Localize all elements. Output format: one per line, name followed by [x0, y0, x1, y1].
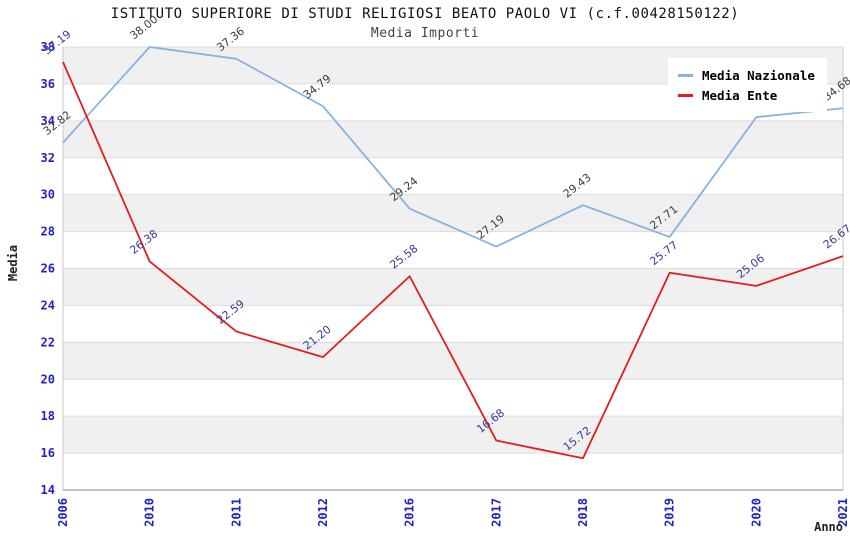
y-axis-title: Media: [6, 244, 20, 282]
y-tick-label: 16: [41, 446, 55, 460]
x-tick-label: 2017: [489, 498, 503, 527]
legend-label-media-nazionale: Media Nazionale: [702, 67, 815, 83]
grid-band: [63, 342, 843, 380]
grid-band: [63, 379, 843, 417]
legend-item-media-ente: Media Ente: [678, 85, 815, 105]
grid-band: [63, 120, 843, 158]
y-tick-label: 32: [41, 151, 55, 165]
media-ente-line-swatch: [678, 93, 693, 97]
legend-item-media-nazionale: Media Nazionale: [678, 65, 815, 85]
x-tick-label: 2016: [403, 498, 417, 527]
y-tick-label: 18: [41, 409, 55, 423]
y-tick-label: 14: [41, 483, 55, 497]
series-line-media-nazionale: [62, 46, 844, 248]
grid-band: [63, 305, 843, 343]
x-tick-label: 2020: [749, 498, 763, 527]
x-tick-label: 2012: [316, 498, 330, 527]
chart-subtitle: Media Importi: [370, 26, 480, 41]
x-tick-label: 2006: [56, 498, 70, 527]
y-tick-label: 22: [41, 335, 55, 349]
x-tick-label: 2021: [836, 498, 850, 527]
x-tick-label: 2011: [229, 498, 243, 527]
chart-title: ISTITUTO SUPERIORE DI STUDI RELIGIOSI BE…: [110, 6, 740, 22]
legend: Media Nazionale Media Ente: [668, 58, 827, 112]
y-tick-label: 24: [41, 298, 55, 312]
y-tick-label: 34: [41, 114, 55, 128]
y-tick-label: 20: [41, 372, 55, 386]
grid-band: [63, 231, 843, 269]
y-tick-label: 30: [41, 188, 55, 202]
legend-label-media-ente: Media Ente: [702, 87, 778, 103]
media-nazionale-line-swatch: [678, 73, 693, 77]
y-tick-label: 36: [41, 77, 55, 91]
x-tick-label: 2010: [143, 498, 157, 527]
data-point-label: 38.00: [128, 13, 161, 43]
x-tick-label: 2019: [663, 498, 677, 527]
grid-band: [63, 268, 843, 306]
series-line-media-ente: [62, 61, 844, 460]
y-tick-label: 26: [41, 262, 55, 276]
grid-band: [63, 453, 843, 490]
grid-band: [63, 157, 843, 195]
x-tick-label: 2018: [576, 498, 590, 527]
grid-band: [63, 416, 843, 454]
grid-band: [63, 194, 843, 232]
y-tick-label: 38: [41, 40, 55, 54]
x-axis-title: Anno: [814, 520, 843, 534]
y-tick-label: 28: [41, 225, 55, 239]
